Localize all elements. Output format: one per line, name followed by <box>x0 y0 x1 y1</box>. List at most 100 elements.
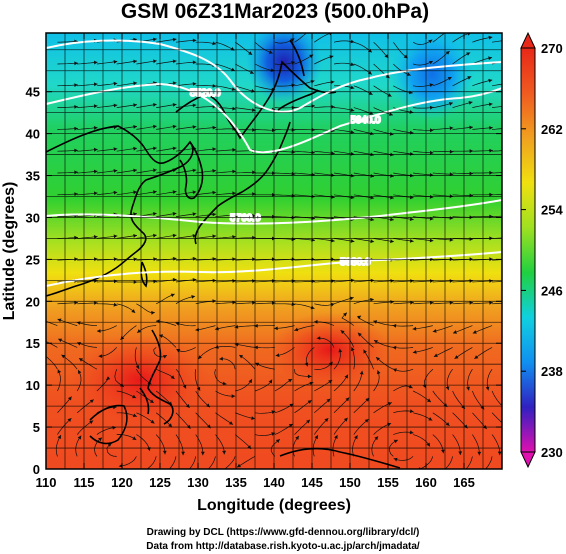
streamline-arrow <box>454 355 459 359</box>
streamline <box>175 412 191 430</box>
streamline-arrow <box>61 354 66 359</box>
streamline <box>412 39 433 45</box>
streamline <box>332 434 338 457</box>
streamline-arrow <box>472 330 477 334</box>
x-tick-label: 125 <box>149 475 171 490</box>
streamline-arrow <box>406 72 411 76</box>
streamline-arrow <box>133 146 137 151</box>
streamline-arrow <box>291 150 296 154</box>
streamline-arrow <box>133 59 137 64</box>
streamline <box>207 456 216 469</box>
streamline-arrow <box>133 103 137 107</box>
streamline-arrow <box>393 368 397 372</box>
streamline-arrow <box>429 300 434 305</box>
streamline-arrow <box>77 435 82 440</box>
streamline-arrow <box>326 398 331 403</box>
y-tick-label: 10 <box>26 378 40 393</box>
streamline <box>454 347 473 360</box>
streamline-arrow <box>458 451 463 455</box>
streamline-arrow <box>275 439 280 443</box>
grid <box>46 33 502 469</box>
colorbar-min-arrow <box>520 451 536 469</box>
streamline <box>46 355 58 370</box>
streamline-arrow <box>509 126 513 130</box>
streamline <box>340 330 355 348</box>
streamline-arrow <box>447 77 452 81</box>
streamline-arrow <box>57 369 62 374</box>
streamline-arrow <box>133 81 137 86</box>
streamline <box>312 434 319 457</box>
streamline-arrow <box>252 170 256 175</box>
streamline-arrow <box>338 348 343 353</box>
x-axis-label: Longitude (degrees) <box>197 497 351 514</box>
streamline-arrow <box>249 70 254 74</box>
streamline-arrow <box>58 338 63 343</box>
streamline <box>492 281 502 283</box>
streamline-arrow <box>212 104 217 109</box>
streamline-arrow <box>98 437 102 442</box>
streamline-arrow <box>170 293 175 298</box>
height-contours: 5880.0 5760.0 5640.0 5520.0 <box>46 39 502 287</box>
streamline-arrow <box>229 421 233 425</box>
streamline-arrow <box>172 146 177 151</box>
streamline-arrow <box>389 112 393 116</box>
streamline-arrow <box>181 451 185 456</box>
streamline-arrow <box>93 235 98 239</box>
streamline-arrow <box>432 329 437 333</box>
streamline <box>235 378 253 392</box>
colorbar-tick-label: 230 <box>541 445 563 460</box>
streamline <box>491 412 502 424</box>
streamline <box>333 397 350 414</box>
streamline-arrow <box>474 355 479 359</box>
streamline <box>235 63 254 74</box>
streamline-arrow <box>509 236 513 240</box>
streamline-arrow <box>488 35 493 40</box>
streamline-arrow <box>170 375 175 379</box>
streamline-arrow <box>93 169 98 174</box>
height-contour <box>46 251 502 287</box>
cold-center-1 <box>246 33 322 104</box>
streamline <box>492 302 502 305</box>
warm-center-2 <box>70 335 210 425</box>
streamline <box>472 434 480 456</box>
streamline-arrow <box>350 62 355 66</box>
streamline <box>444 456 453 469</box>
coastline-korea <box>179 141 204 200</box>
streamline-arrow <box>172 190 177 194</box>
streamline-arrow <box>469 171 474 176</box>
streamline <box>491 390 502 407</box>
streamline-arrow <box>509 81 513 85</box>
streamline-arrow <box>310 305 315 310</box>
colorbar-max-arrow <box>520 31 536 49</box>
streamline-arrow <box>489 300 493 305</box>
streamline-arrow <box>132 436 137 440</box>
streamline-arrow <box>370 217 375 222</box>
contour-label: 5880.0 <box>340 257 371 268</box>
streamline <box>353 370 363 392</box>
streamline-arrow <box>196 386 201 391</box>
streamline-arrow <box>184 471 188 475</box>
y-tick-label: 40 <box>26 127 40 142</box>
streamline-arrow <box>316 336 321 340</box>
streamline-arrow <box>79 358 83 362</box>
streamline <box>314 417 329 435</box>
y-axis: 0 5 10 15 20 25 30 35 40 45 <box>26 85 502 477</box>
streamline <box>57 417 72 435</box>
streamline-arrow <box>467 76 472 80</box>
streamline-arrow <box>448 102 453 106</box>
streamline-arrow <box>153 168 157 173</box>
streamline-arrow <box>153 146 157 151</box>
streamline-arrow <box>133 280 138 284</box>
streamline-arrow <box>374 340 378 344</box>
streamline-arrow <box>288 379 293 383</box>
streamline <box>373 63 390 79</box>
streamline-arrow <box>57 435 61 439</box>
streamline-arrow <box>427 398 431 403</box>
streamline <box>116 303 136 314</box>
streamline <box>492 215 502 217</box>
streamline-arrow <box>212 84 217 88</box>
streamline <box>305 347 315 367</box>
streamline-arrow <box>153 103 157 107</box>
y-tick-label: 5 <box>33 420 40 435</box>
streamline <box>333 417 348 435</box>
